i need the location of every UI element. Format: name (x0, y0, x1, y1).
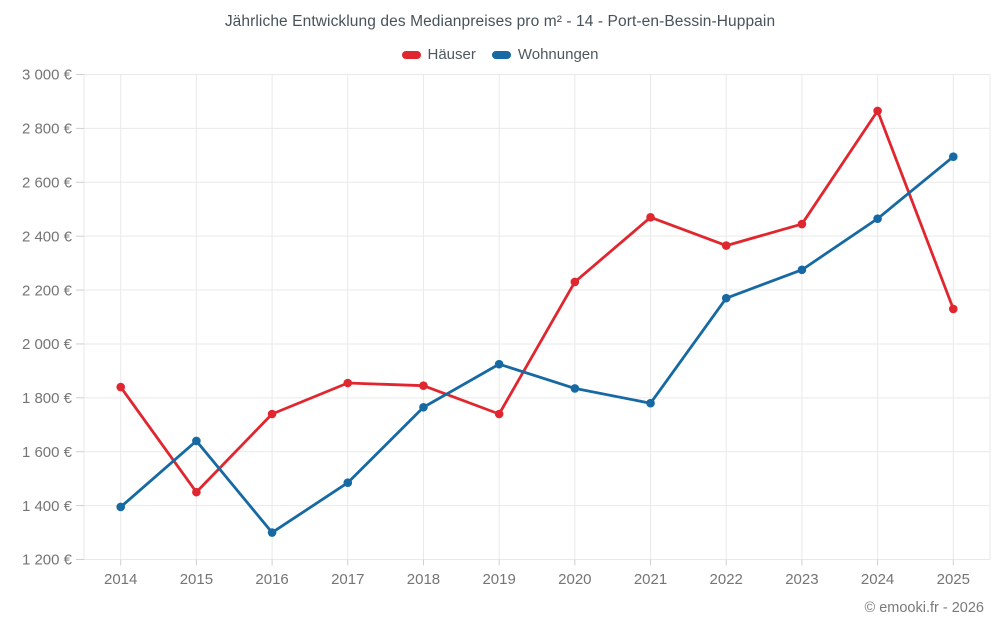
legend-label: Häuser (427, 46, 476, 63)
chart-title: Jährliche Entwicklung des Medianpreises … (224, 13, 776, 30)
data-point (873, 214, 882, 223)
y-axis-label: 2 400 € (22, 228, 73, 245)
x-axis-label: 2024 (861, 571, 894, 588)
series-0 (116, 106, 958, 497)
data-point (267, 409, 277, 419)
x-axis-label: 2020 (558, 571, 591, 588)
x-axis-label: 2015 (180, 571, 213, 588)
y-axis-label: 1 800 € (22, 390, 73, 407)
y-axis-label: 2 800 € (22, 121, 73, 138)
x-axis-label: 2016 (255, 571, 288, 588)
data-point (949, 304, 958, 314)
series-line (119, 109, 955, 494)
y-axis-label: 1 200 € (22, 552, 73, 569)
series-1 (116, 152, 958, 537)
chart-legend: Häuser Wohnungen (0, 46, 1000, 63)
y-axis-label: 1 400 € (22, 498, 73, 515)
data-point (343, 378, 353, 388)
data-point (116, 502, 125, 512)
x-axis-label: 2019 (482, 571, 515, 588)
x-axis-label: 2023 (785, 571, 818, 588)
data-point (267, 528, 277, 537)
x-axis-label: 2014 (104, 571, 137, 588)
data-point (721, 241, 731, 250)
data-point (646, 213, 655, 222)
data-point (646, 398, 655, 408)
y-axis-label: 2 000 € (22, 336, 73, 353)
data-point (570, 277, 580, 287)
data-point (419, 381, 428, 391)
data-point (343, 478, 353, 488)
data-point (797, 219, 807, 229)
data-point (419, 402, 428, 412)
legend-swatch-icon (401, 50, 421, 59)
data-point (494, 359, 504, 369)
y-axis-label: 3 000 € (22, 67, 73, 84)
copyright-footer: © emooki.fr - 2026 (864, 600, 984, 616)
data-point (116, 382, 125, 392)
x-axis-label: 2017 (331, 571, 364, 588)
legend-item-1[interactable]: Wohnungen (491, 46, 599, 63)
y-axis-label: 1 600 € (22, 444, 73, 461)
data-point (949, 152, 958, 161)
x-axis-label: 2018 (407, 571, 440, 588)
x-axis-label: 2021 (634, 571, 667, 588)
data-point (570, 384, 580, 393)
x-axis-label: 2022 (710, 571, 743, 588)
data-point (721, 293, 731, 303)
y-axis-label: 2 600 € (22, 174, 73, 191)
series-line (119, 155, 955, 534)
legend-item-0[interactable]: Häuser (401, 46, 476, 63)
data-point (192, 436, 201, 446)
legend-label: Wohnungen (517, 46, 599, 63)
legend-swatch-icon (491, 50, 511, 59)
grid: 1 200 € 1 400 € 1 600 € 1 800 € 2 000 € 2 200… (22, 67, 991, 588)
x-axis-label: 2025 (937, 571, 970, 588)
data-point (797, 265, 807, 275)
data-point (192, 487, 201, 497)
data-point (873, 106, 882, 116)
data-point (494, 409, 504, 419)
y-axis-label: 2 200 € (22, 282, 73, 299)
